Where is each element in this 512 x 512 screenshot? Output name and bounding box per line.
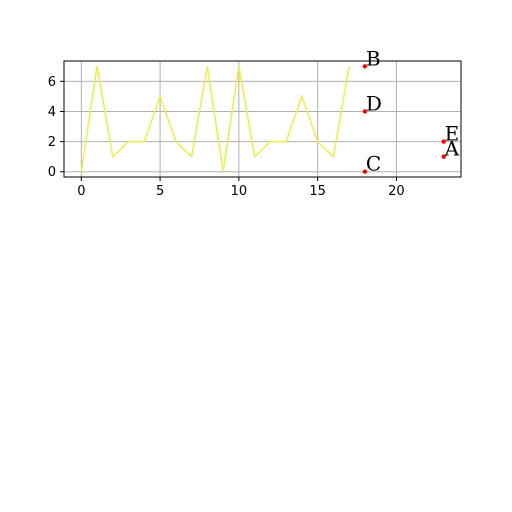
grid	[64, 61, 461, 177]
labeled-points: BD C EA	[362, 46, 460, 176]
point-marker-d	[362, 109, 368, 114]
point-label-e: E	[445, 122, 460, 146]
point-marker-b	[362, 64, 368, 69]
x-tick-label: 20	[388, 184, 405, 199]
point-label-c: C	[366, 152, 381, 176]
y-tick-label: 2	[48, 135, 56, 150]
point-label-a: A	[444, 137, 460, 161]
x-tick-label: 10	[231, 184, 248, 199]
point-marker-e	[441, 139, 446, 144]
point-marker-c	[362, 169, 368, 174]
point-label-d: D	[366, 91, 382, 115]
x-tick-label: 0	[77, 184, 85, 199]
series-line	[80, 66, 350, 172]
plot-frame	[63, 60, 462, 178]
ticks: 0 5 10 15 20 0 2 4 6	[48, 75, 405, 199]
x-tick-label: 15	[309, 184, 326, 199]
series-layer	[80, 66, 350, 172]
y-tick-label: 4	[48, 105, 56, 120]
point-label-b: B	[366, 46, 381, 70]
point-marker-a	[441, 154, 446, 159]
x-tick-label: 5	[156, 184, 164, 199]
y-tick-label: 6	[48, 75, 56, 90]
axes	[63, 60, 462, 178]
y-tick-label: 0	[48, 165, 56, 180]
